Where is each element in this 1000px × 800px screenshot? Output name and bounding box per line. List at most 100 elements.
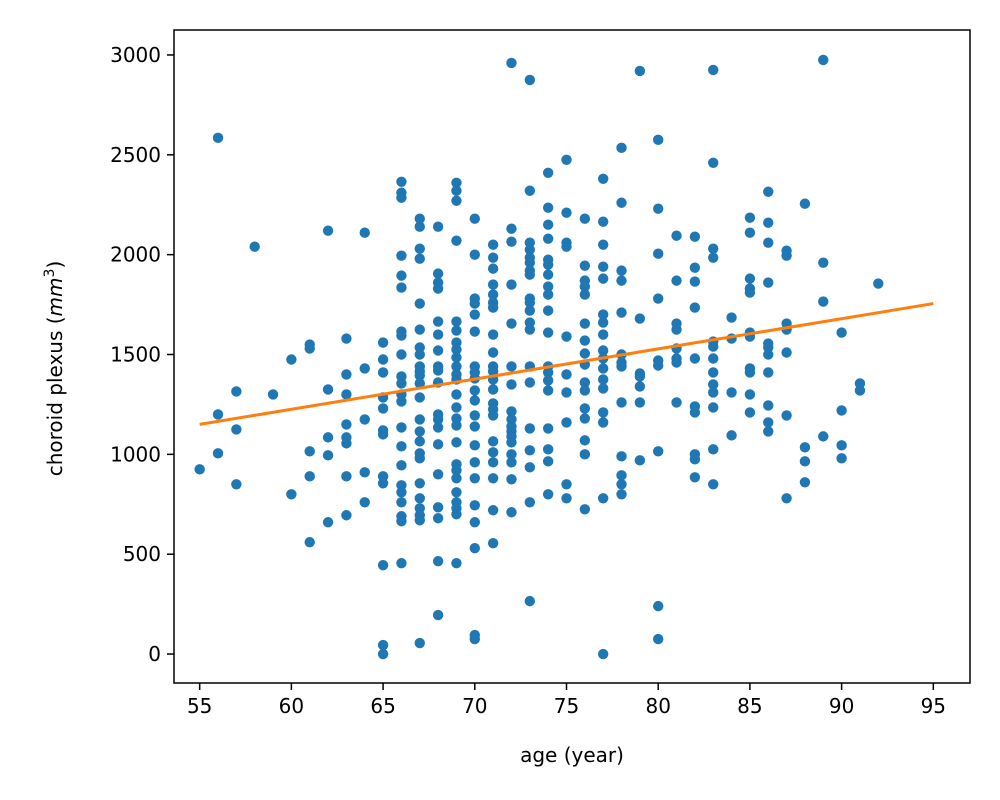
- data-point: [597, 261, 609, 272]
- data-point: [616, 265, 627, 276]
- data-point: [653, 633, 664, 645]
- data-point: [432, 221, 444, 232]
- data-point: [322, 384, 334, 395]
- data-point: [432, 609, 444, 621]
- data-point: [469, 517, 480, 528]
- data-point: [451, 402, 462, 413]
- data-point: [653, 446, 664, 457]
- data-point: [524, 74, 536, 86]
- data-point: [708, 367, 719, 378]
- data-point: [561, 207, 572, 218]
- data-point: [304, 343, 315, 354]
- data-point: [414, 453, 425, 464]
- data-point: [634, 371, 646, 382]
- data-point: [634, 397, 646, 408]
- data-point: [469, 421, 480, 432]
- data-point: [597, 329, 609, 340]
- data-point: [451, 465, 462, 476]
- data-point: [396, 378, 407, 389]
- data-point: [506, 318, 517, 329]
- data-point: [469, 395, 480, 406]
- data-point: [597, 374, 609, 385]
- data-point: [451, 473, 462, 484]
- data-point: [414, 324, 425, 335]
- x-tick-label: 95: [921, 694, 946, 718]
- data-point: [451, 352, 462, 363]
- data-point: [396, 497, 407, 508]
- data-point: [212, 448, 224, 459]
- data-point: [836, 405, 847, 416]
- data-point: [231, 386, 242, 397]
- data-point: [506, 457, 517, 468]
- data-point: [542, 327, 554, 338]
- data-point: [469, 298, 480, 309]
- data-point: [781, 410, 792, 421]
- data-point: [542, 269, 554, 280]
- fit-layer: [199, 302, 934, 426]
- data-point: [689, 231, 701, 242]
- data-point: [542, 281, 554, 292]
- data-point: [304, 471, 315, 482]
- data-point: [542, 367, 554, 378]
- data-point: [744, 407, 756, 418]
- data-point: [487, 279, 499, 290]
- data-point: [524, 305, 536, 316]
- data-point: [671, 357, 682, 368]
- data-point: [524, 269, 536, 280]
- data-point: [561, 241, 572, 252]
- data-point: [763, 367, 774, 378]
- data-point: [744, 212, 756, 223]
- data-point: [524, 324, 536, 335]
- data-point: [689, 262, 701, 273]
- data-point: [506, 406, 517, 417]
- data-point: [414, 378, 425, 389]
- data-point: [487, 347, 499, 358]
- y-tick-label: 1000: [110, 442, 161, 466]
- data-point: [451, 509, 462, 520]
- data-point: [616, 197, 627, 208]
- data-point: [708, 353, 719, 364]
- data-point: [377, 639, 389, 651]
- data-point: [818, 431, 829, 442]
- data-point: [487, 505, 499, 516]
- y-axis-label-unit-exponent: 3: [42, 269, 58, 278]
- data-point: [451, 177, 462, 188]
- data-point: [542, 233, 554, 244]
- data-point: [212, 132, 224, 144]
- y-tick-label: 3000: [110, 43, 161, 67]
- data-point: [487, 302, 499, 313]
- data-point: [616, 275, 627, 286]
- data-point: [377, 648, 389, 660]
- data-point: [451, 420, 462, 431]
- data-point: [597, 216, 609, 227]
- data-point: [506, 379, 517, 390]
- data-point: [561, 387, 572, 398]
- data-point: [579, 335, 591, 346]
- data-point: [561, 417, 572, 428]
- data-point: [653, 134, 664, 146]
- data-point: [744, 367, 756, 378]
- data-point: [469, 309, 480, 320]
- data-point: [432, 422, 444, 433]
- data-point: [597, 345, 609, 356]
- data-point: [689, 302, 701, 313]
- data-point: [396, 192, 407, 203]
- data-point: [414, 436, 425, 447]
- data-point: [506, 361, 517, 372]
- data-point: [597, 173, 609, 184]
- data-point: [396, 396, 407, 407]
- data-point: [579, 413, 591, 424]
- data-point: [414, 221, 425, 232]
- y-tick-label: 2500: [110, 143, 161, 167]
- data-point: [506, 236, 517, 247]
- data-point: [744, 287, 756, 298]
- data-point: [799, 456, 811, 467]
- data-point: [487, 457, 499, 468]
- data-point: [763, 417, 774, 428]
- data-point: [763, 349, 774, 360]
- data-point: [451, 344, 462, 355]
- data-point: [304, 446, 315, 457]
- data-point: [542, 219, 554, 230]
- data-point: [414, 298, 425, 309]
- data-point: [579, 403, 591, 414]
